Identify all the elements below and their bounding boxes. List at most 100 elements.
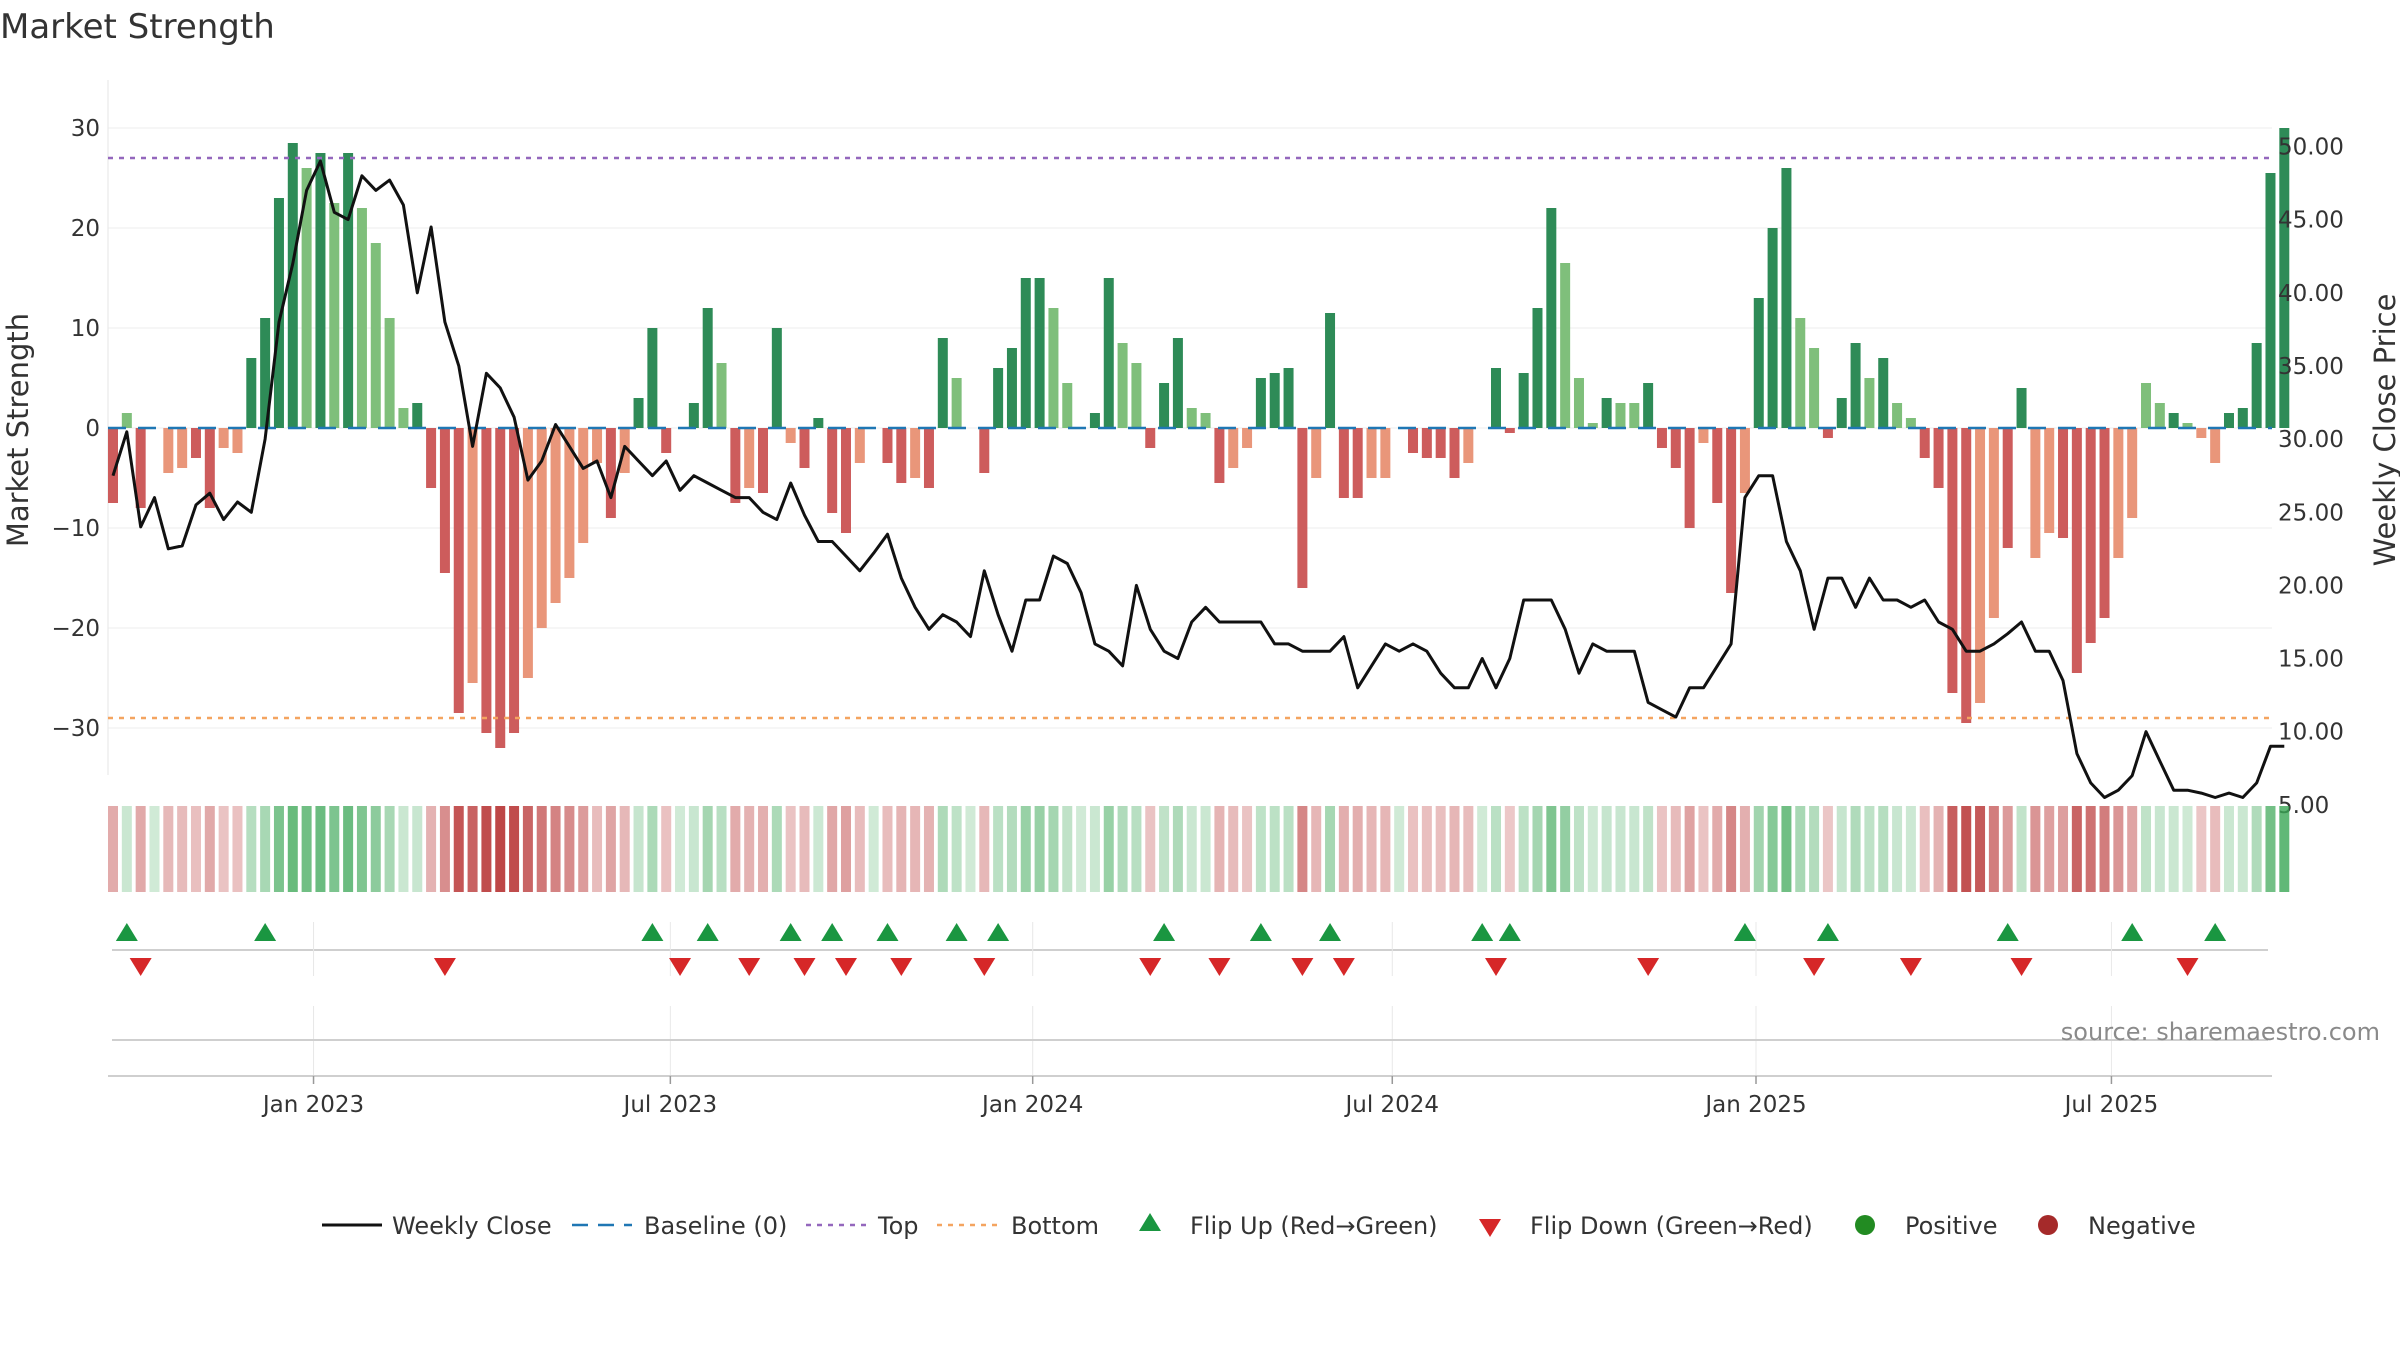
heat-cell — [1712, 806, 1723, 892]
left-tick-label: 0 — [85, 416, 100, 442]
heat-cell — [522, 806, 533, 892]
x-tick-label: Jan 2024 — [980, 1092, 1083, 1118]
heat-cell — [1006, 806, 1017, 892]
legend-label: Flip Up (Red→Green) — [1190, 1212, 1438, 1240]
strength-bar — [771, 328, 782, 428]
flip-down-marker — [2010, 958, 2033, 976]
strength-bar — [260, 318, 271, 428]
strength-bar — [1712, 428, 1723, 503]
left-tick-labels: 30 20 10 0 −10 −20 −30 — [51, 116, 100, 742]
heat-cell — [1255, 806, 1266, 892]
flip-up-marker — [641, 923, 664, 941]
legend-label: Baseline (0) — [644, 1212, 787, 1240]
heat-cell — [218, 806, 229, 892]
heat-cell — [1103, 806, 1114, 892]
flip-up-marker — [254, 923, 277, 941]
strength-bar — [356, 208, 367, 428]
strength-bar — [951, 378, 962, 428]
heat-cell — [1809, 806, 1820, 892]
flip-up-marker — [1471, 923, 1494, 941]
strength-bar — [218, 428, 229, 448]
strength-bar — [1048, 308, 1059, 428]
flip-up-marker — [115, 923, 138, 941]
strength-bar — [2237, 408, 2248, 428]
strength-bar — [1186, 408, 1197, 428]
strength-bar — [1089, 413, 1100, 428]
heat-cell — [301, 806, 312, 892]
heat-cell — [1421, 806, 1432, 892]
right-tick-label: 30.00 — [2278, 427, 2344, 453]
heat-cell — [1601, 806, 1612, 892]
heat-cell — [633, 806, 644, 892]
heat-cell — [204, 806, 215, 892]
heat-cell — [675, 806, 686, 892]
heat-cell — [121, 806, 132, 892]
heat-cell — [2237, 806, 2248, 892]
heat-cell — [1076, 806, 1087, 892]
heat-cell — [744, 806, 755, 892]
strength-bar — [2279, 128, 2290, 428]
heat-cell — [1905, 806, 1916, 892]
legend-label: Positive — [1905, 1212, 1998, 1240]
left-tick-label: 30 — [71, 116, 100, 142]
heat-cell — [108, 806, 118, 892]
strength-bar — [108, 428, 118, 503]
strength-bar — [287, 143, 298, 428]
legend-item: Flip Up (Red→Green) — [1139, 1212, 1438, 1240]
flip-down-marker — [793, 958, 816, 976]
flip-up-marker — [1816, 923, 1839, 941]
strength-bar — [536, 428, 547, 628]
strength-heat-strip — [108, 806, 2290, 892]
heat-cell — [661, 806, 672, 892]
heat-cell — [1573, 806, 1584, 892]
strength-bar — [2265, 173, 2276, 428]
strength-bar — [1753, 298, 1764, 428]
strength-bar — [1546, 208, 1557, 428]
strength-bar — [2182, 423, 2193, 428]
heat-cell — [1739, 806, 1750, 892]
heat-cell — [979, 806, 990, 892]
strength-bar — [135, 428, 146, 508]
right-tick-label: 45.00 — [2278, 208, 2344, 234]
strength-bar — [702, 308, 713, 428]
heat-cell — [426, 806, 437, 892]
strength-bar — [1255, 378, 1266, 428]
strength-bar — [1822, 428, 1833, 438]
heat-cell — [2210, 806, 2221, 892]
heat-cell — [163, 806, 174, 892]
heat-cell — [937, 806, 948, 892]
strength-bar — [1781, 168, 1792, 428]
heat-cell — [1062, 806, 1073, 892]
strength-bar — [605, 428, 616, 518]
heat-cell — [1656, 806, 1667, 892]
strength-bar — [2210, 428, 2221, 463]
flip-down-marker — [738, 958, 761, 976]
right-tick-label: 25.00 — [2278, 500, 2344, 526]
right-tick-label: 50.00 — [2278, 135, 2344, 161]
heat-cell — [1200, 806, 1211, 892]
heat-cell — [1684, 806, 1695, 892]
heat-cell — [1919, 806, 1930, 892]
flip-down-marker — [973, 958, 996, 976]
heat-cell — [2279, 806, 2290, 892]
x-tick-label: Jan 2023 — [261, 1092, 364, 1118]
heat-cell — [2154, 806, 2165, 892]
heat-cell — [910, 806, 921, 892]
heat-cell — [868, 806, 879, 892]
heat-cell — [2168, 806, 2179, 892]
strength-bar — [1421, 428, 1432, 458]
strength-bar — [232, 428, 243, 453]
legend: Weekly Close Baseline (0) Top Bottom Flip Up… — [322, 1212, 2196, 1240]
strength-bar — [1228, 428, 1239, 468]
heat-cell — [273, 806, 284, 892]
heat-cell — [1145, 806, 1156, 892]
legend-label: Top — [877, 1212, 919, 1240]
heat-cell — [536, 806, 547, 892]
right-tick-labels: 50.00 45.00 40.00 35.00 30.00 25.00 20.00 15.00… — [2278, 135, 2344, 819]
flip-panel-gridlines — [313, 922, 2112, 976]
heat-cell — [1408, 806, 1419, 892]
strength-bar — [1878, 358, 1889, 428]
heat-cell — [1242, 806, 1253, 892]
heat-cell — [1366, 806, 1377, 892]
flip-marker-panel — [112, 922, 2268, 976]
